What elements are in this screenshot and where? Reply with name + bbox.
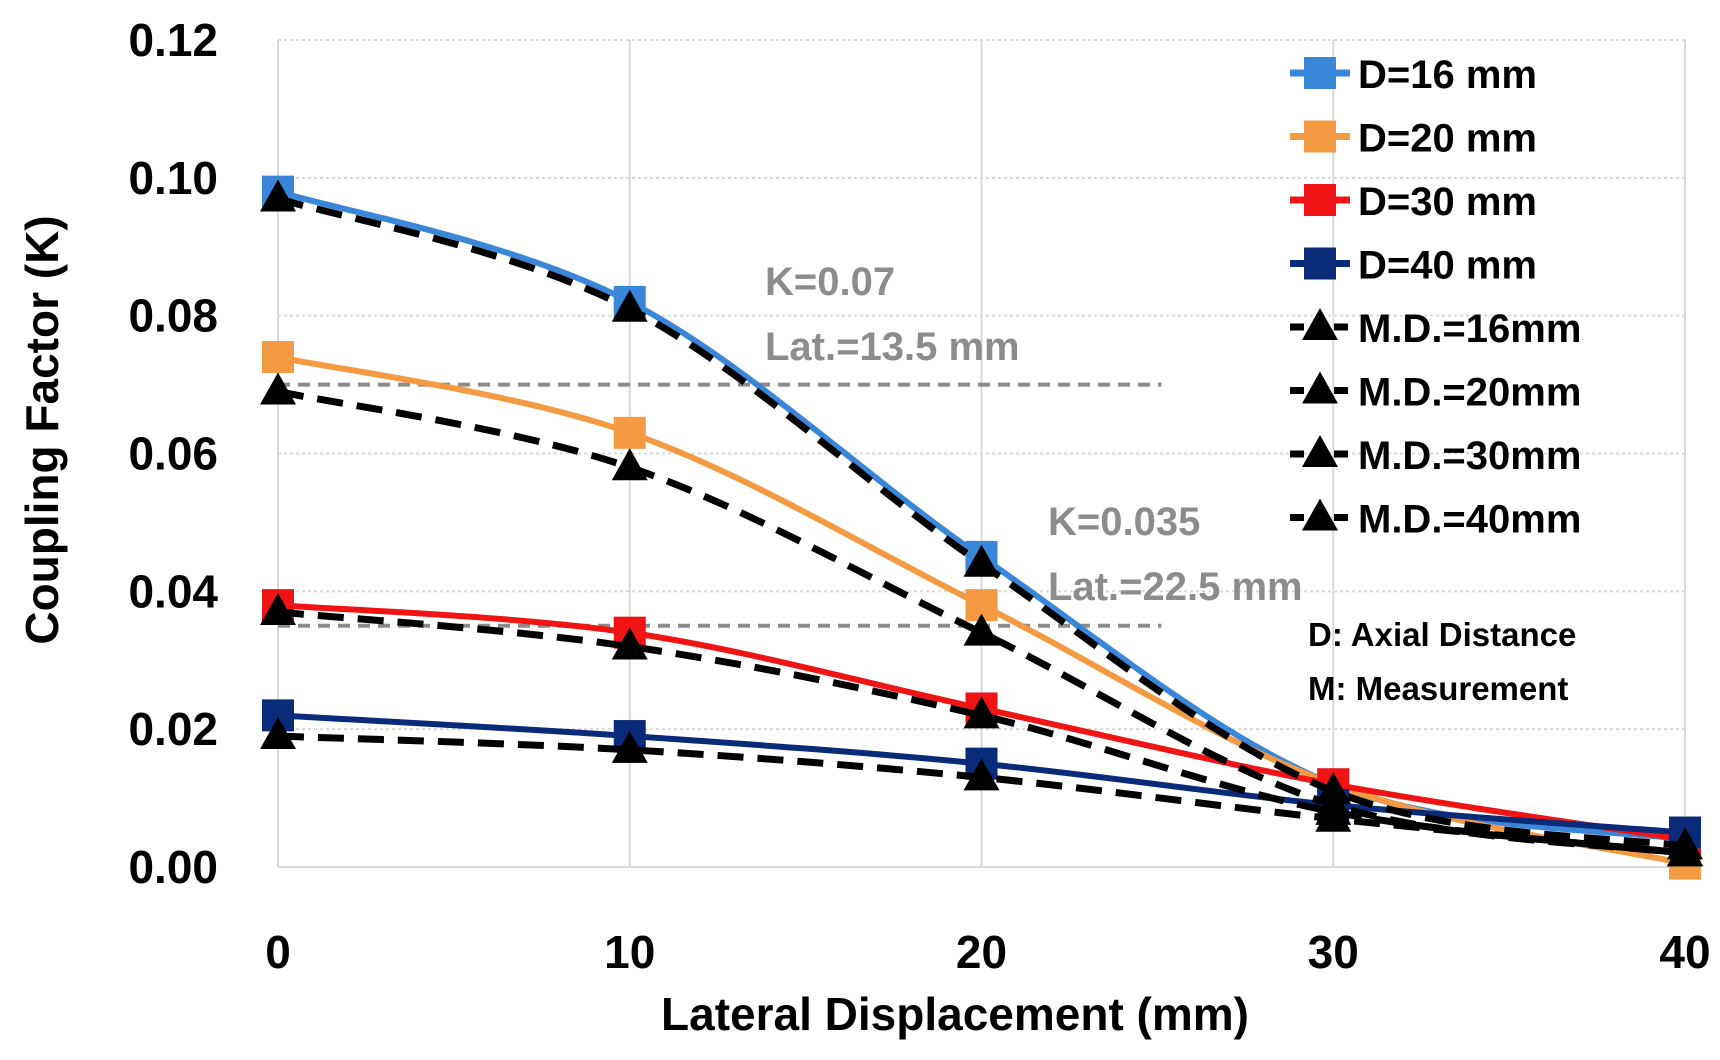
legend-label: M.D.=20mm xyxy=(1358,371,1581,415)
x-tick-label: 40 xyxy=(1659,926,1710,978)
legend-item: D=20 mm xyxy=(1290,117,1537,161)
y-axis: 0.00 0.02 0.04 0.06 0.08 0.10 0.12 xyxy=(128,14,218,893)
legend-label: M.D.=16mm xyxy=(1358,307,1581,351)
data-point xyxy=(260,372,296,405)
legend-swatch-marker xyxy=(1302,435,1338,467)
annotation-k-007: K=0.07 xyxy=(765,260,895,304)
data-point xyxy=(262,341,294,374)
legend-label: M.D.=40mm xyxy=(1358,498,1581,542)
data-point xyxy=(611,627,648,660)
data-point xyxy=(963,758,1000,791)
data-point xyxy=(963,696,1000,729)
series-group xyxy=(260,175,1703,880)
y-tick-label: 0.12 xyxy=(128,14,218,66)
legend-item: D=40 mm xyxy=(1290,244,1537,288)
y-axis-title: Coupling Factor (K) xyxy=(16,215,68,644)
legend-swatch-marker xyxy=(1302,308,1338,340)
x-tick-label: 20 xyxy=(956,926,1007,978)
legend-swatch-marker xyxy=(1304,184,1336,216)
data-point xyxy=(260,179,296,212)
data-point xyxy=(260,717,296,750)
legend-item: M.D.=30mm xyxy=(1290,434,1581,478)
data-point xyxy=(611,448,648,481)
annotation-lat-135: Lat.=13.5 mm xyxy=(765,325,1020,369)
legend-swatch-marker xyxy=(1304,120,1336,153)
x-tick-label: 10 xyxy=(604,926,655,978)
x-axis-title: Lateral Displacement (mm) xyxy=(661,988,1249,1040)
data-point xyxy=(613,416,646,449)
legend-label: D=20 mm xyxy=(1358,117,1537,161)
series-m-d-40mm xyxy=(260,717,1703,867)
data-point xyxy=(611,730,648,763)
y-tick-label: 0.08 xyxy=(128,290,218,342)
y-tick-label: 0.02 xyxy=(128,703,218,755)
legend-item: D=16 mm xyxy=(1290,53,1537,97)
legend-label: D=30 mm xyxy=(1358,180,1537,224)
data-point xyxy=(963,613,1000,646)
x-axis: 0 10 20 30 40 xyxy=(265,926,1710,978)
legend-swatch-marker xyxy=(1304,247,1336,280)
data-point xyxy=(1667,834,1703,867)
x-tick-label: 30 xyxy=(1308,926,1359,978)
y-tick-label: 0.06 xyxy=(128,428,218,480)
legend-swatch-marker xyxy=(1302,498,1338,531)
legend-item: M.D.=20mm xyxy=(1290,371,1581,415)
note-measurement: M: Measurement xyxy=(1308,670,1568,707)
data-point xyxy=(1315,799,1352,832)
legend-swatch-marker xyxy=(1304,57,1336,89)
legend-label: D=40 mm xyxy=(1358,244,1537,288)
legend: D=16 mm D=20 mm D=30 mm D=40 mm M.D.=16mm M.D… xyxy=(1290,53,1581,542)
legend-swatch-marker xyxy=(1302,371,1338,404)
note-axial-distance: D: Axial Distance xyxy=(1308,616,1576,653)
data-point xyxy=(963,544,1000,577)
y-tick-label: 0.04 xyxy=(128,565,218,617)
data-point xyxy=(260,593,296,626)
legend-item: M.D.=40mm xyxy=(1290,498,1581,542)
legend-label: D=16 mm xyxy=(1358,53,1537,97)
x-tick-label: 0 xyxy=(265,926,291,978)
annotation-lat-225: Lat.=22.5 mm xyxy=(1048,565,1303,609)
legend-item: D=30 mm xyxy=(1290,180,1537,224)
legend-label: M.D.=30mm xyxy=(1358,434,1581,478)
y-tick-label: 0.10 xyxy=(128,152,218,204)
y-tick-label: 0.00 xyxy=(128,841,218,893)
data-point xyxy=(611,289,648,322)
annotation-k-0035: K=0.035 xyxy=(1048,500,1200,544)
legend-item: M.D.=16mm xyxy=(1290,307,1581,351)
